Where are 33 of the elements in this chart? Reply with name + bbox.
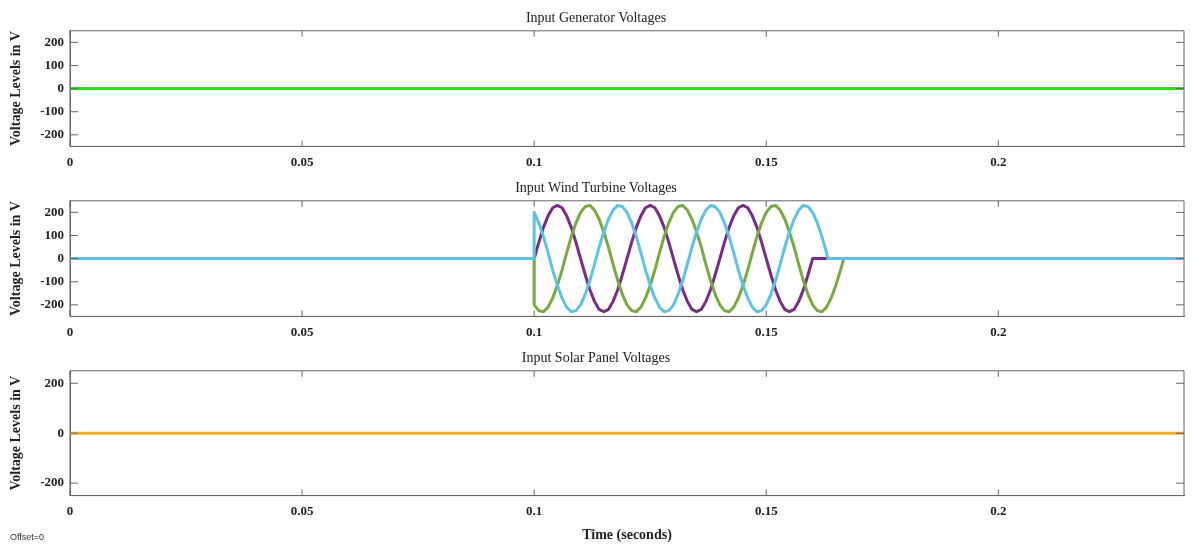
- y-tick-label: -200: [40, 474, 64, 490]
- y-axis-title: Voltage Levels in V: [8, 201, 24, 316]
- x-tick-label: 0.05: [290, 153, 314, 169]
- y-tick-label: 200: [44, 33, 64, 49]
- y-tick-label: 200: [44, 203, 64, 219]
- y-axis-title: Voltage Levels in V: [8, 31, 24, 146]
- chart-title: Input Generator Voltages: [525, 10, 667, 26]
- y-tick-label: 0: [57, 79, 64, 95]
- x-tick-label: 0.05: [290, 323, 314, 339]
- y-tick-label: 0: [57, 249, 64, 265]
- x-tick-label: 0.1: [526, 502, 543, 518]
- x-tick-label: 0.2: [990, 323, 1007, 339]
- y-tick-label: -200: [40, 126, 64, 142]
- x-tick-label: 0.2: [990, 502, 1007, 518]
- x-tick-label: 0.15: [754, 153, 779, 169]
- x-tick-label: 0.05: [290, 502, 314, 518]
- x-tick-label: 0.15: [754, 323, 779, 339]
- y-tick-label: -100: [40, 273, 64, 289]
- text: Offset=0: [10, 531, 45, 542]
- chart-title: Input Solar Panel Voltages: [521, 350, 671, 366]
- x-tick-label: 0.2: [990, 153, 1007, 169]
- x-axis-title: Time (seconds): [582, 527, 673, 544]
- x-tick-label: 0.15: [754, 502, 779, 518]
- y-tick-label: 200: [44, 374, 64, 390]
- y-tick-label: 0: [57, 424, 64, 440]
- y-tick-label: -200: [40, 296, 64, 312]
- y-tick-label: 100: [44, 226, 64, 242]
- y-tick-label: 100: [44, 56, 64, 72]
- y-axis-title: Voltage Levels in V: [8, 375, 24, 491]
- y-tick-label: -100: [40, 103, 64, 119]
- x-tick-label: 0.1: [526, 323, 543, 339]
- x-tick-label: 0.1: [526, 153, 543, 169]
- chart-title: Input Wind Turbine Voltages: [515, 180, 677, 196]
